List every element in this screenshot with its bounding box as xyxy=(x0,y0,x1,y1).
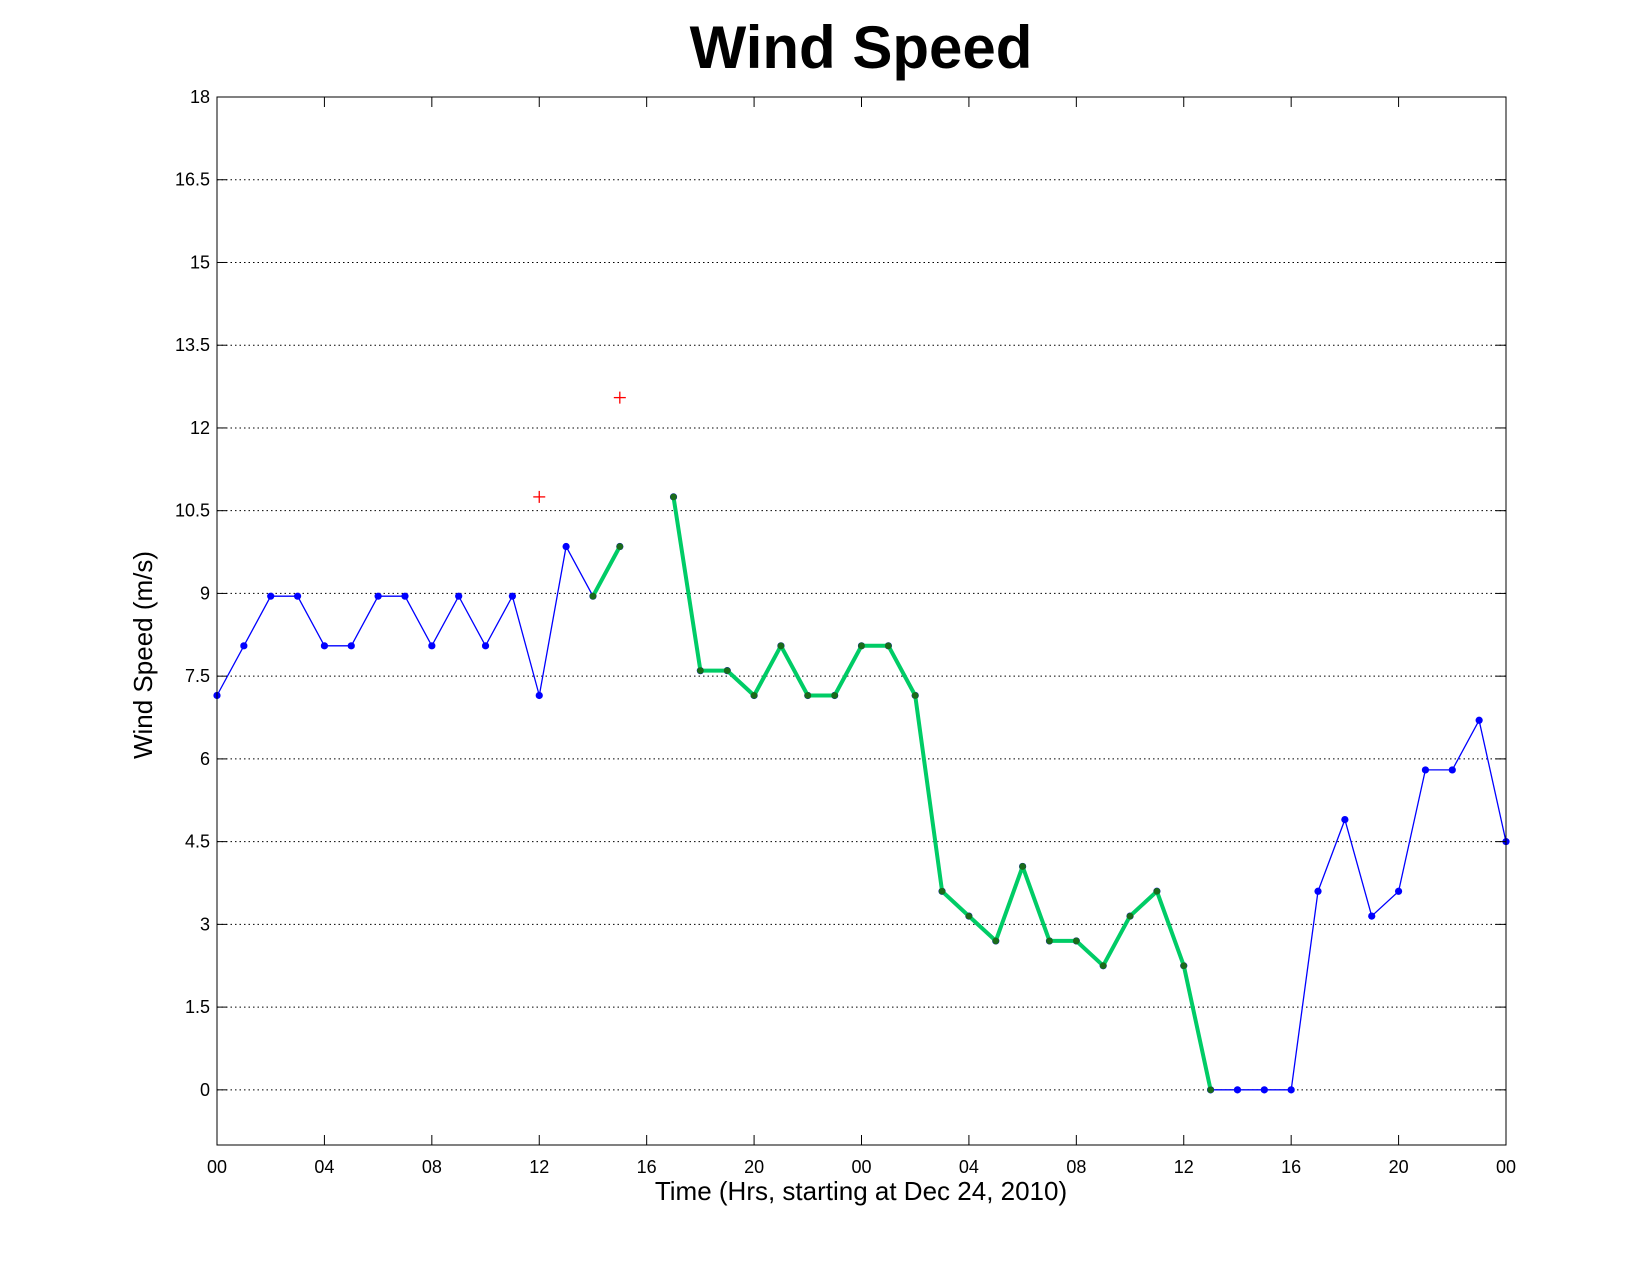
x-tick-label: 08 xyxy=(1066,1157,1086,1177)
y-tick-label: 4.5 xyxy=(185,832,210,852)
observed-point xyxy=(293,592,302,600)
x-tick-label: 16 xyxy=(1281,1157,1301,1177)
x-tick-label: 16 xyxy=(637,1157,657,1177)
observed-point xyxy=(374,592,382,600)
highlighted-point xyxy=(1207,1086,1215,1094)
observed-point xyxy=(562,542,570,551)
highlighted-point xyxy=(670,493,677,501)
x-tick-label: 04 xyxy=(314,1157,334,1177)
y-tick-label: 13.5 xyxy=(175,335,210,355)
observed-series-line xyxy=(216,496,1507,1091)
y-tick-label: 15 xyxy=(190,252,210,272)
x-tick-label: 12 xyxy=(1174,1157,1194,1177)
highlighted-point xyxy=(938,887,946,895)
plot-frame xyxy=(216,96,1507,1146)
outlier-marker xyxy=(613,391,626,404)
y-tick-label: 9 xyxy=(200,583,210,603)
highlighted-point xyxy=(1126,912,1134,920)
x-tick-label: 00 xyxy=(1496,1157,1516,1177)
observed-point xyxy=(320,642,329,650)
highlighted-point xyxy=(696,667,704,675)
highlighted-point xyxy=(884,642,892,650)
highlighted-point xyxy=(723,667,731,675)
x-axis-label: Time (Hrs, starting at Dec 24, 2010) xyxy=(655,1176,1067,1206)
y-tick-label: 18 xyxy=(190,87,210,107)
y-tick-label: 3 xyxy=(200,914,210,934)
observed-point xyxy=(240,642,248,650)
y-tick-label: 12 xyxy=(190,418,210,438)
series-layer xyxy=(213,391,1510,1094)
highlighted-point xyxy=(589,592,597,600)
y-tick-label: 16.5 xyxy=(175,170,210,190)
observed-point xyxy=(1233,1086,1242,1094)
outlier-marker xyxy=(533,490,546,503)
highlighted-point xyxy=(1019,863,1027,870)
highlighted-point xyxy=(1046,937,1053,945)
chart-title: Wind Speed xyxy=(690,14,1033,81)
observed-point xyxy=(1448,766,1456,774)
highlighted-point xyxy=(1153,887,1161,895)
observed-point xyxy=(481,642,490,650)
observed-point xyxy=(1475,716,1483,724)
x-tick-label: 04 xyxy=(959,1157,979,1177)
observed-point xyxy=(347,642,355,650)
y-tick-label: 7.5 xyxy=(185,666,210,686)
highlighted-point xyxy=(858,642,865,650)
highlighted-point xyxy=(1072,937,1080,945)
highlighted-point xyxy=(1099,962,1107,970)
highlighted-series-line xyxy=(591,496,1213,1091)
x-tick-label: 00 xyxy=(207,1157,227,1177)
y-axis-label: Wind Speed (m/s) xyxy=(128,551,158,759)
observed-point xyxy=(455,592,463,600)
observed-point xyxy=(1368,912,1376,920)
observed-point xyxy=(1260,1086,1268,1094)
observed-point xyxy=(267,592,275,600)
highlighted-point xyxy=(804,692,812,699)
observed-point xyxy=(535,691,543,700)
x-tick-label: 12 xyxy=(529,1157,549,1177)
y-tick-label: 0 xyxy=(200,1080,210,1100)
y-tick-label: 1.5 xyxy=(185,997,210,1017)
highlighted-point xyxy=(616,543,624,550)
x-tick-label: 00 xyxy=(851,1157,871,1177)
x-tick-label: 20 xyxy=(744,1157,764,1177)
highlighted-point xyxy=(750,692,758,699)
highlighted-point xyxy=(831,692,839,699)
highlighted-point xyxy=(911,692,919,699)
x-tick-label: 08 xyxy=(422,1157,442,1177)
observed-point xyxy=(401,592,409,600)
grid-lines xyxy=(217,96,1506,1091)
x-tick-label: 20 xyxy=(1389,1157,1409,1177)
observed-point xyxy=(1341,815,1349,824)
observed-point xyxy=(428,642,436,650)
highlighted-point xyxy=(1180,962,1188,970)
highlighted-point xyxy=(992,937,1000,945)
observed-point xyxy=(1314,887,1322,895)
observed-point xyxy=(1421,766,1430,774)
y-tick-label: 6 xyxy=(200,749,210,769)
observed-point xyxy=(1394,887,1403,895)
y-tick-label: 10.5 xyxy=(175,501,210,521)
highlighted-point xyxy=(777,642,785,650)
observed-point xyxy=(1287,1086,1295,1094)
observed-point xyxy=(508,592,516,600)
axis-ticks: 0 1.5 3 4.5 6 7.5 9 10.5 12 13.5 15 16.5 18 00 04 08 12 1… xyxy=(175,87,1516,1177)
highlighted-point xyxy=(965,912,973,920)
